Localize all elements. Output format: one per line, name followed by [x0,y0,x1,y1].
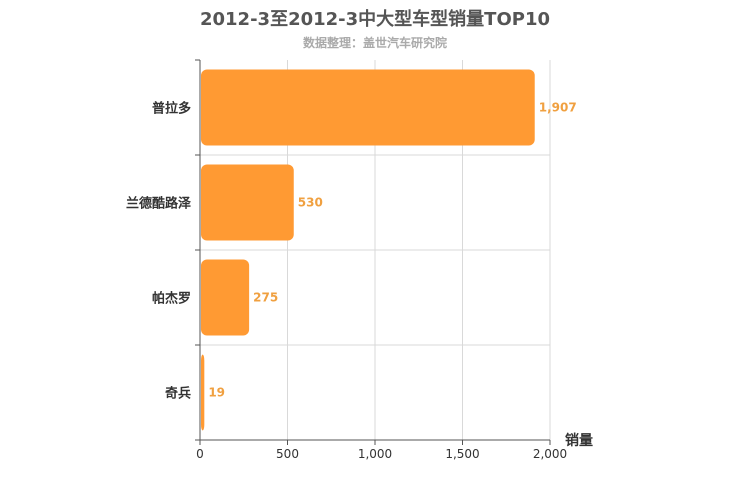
category-label: 帕杰罗 [152,291,191,307]
labels: 1,907 普拉多 530 兰德酷路泽 275 帕杰罗 19 奇兵 [126,101,577,402]
x-tick-label: 0 [196,447,204,461]
data-label: 530 [298,196,323,210]
data-label: 19 [208,386,225,400]
x-tick-label: 500 [276,447,299,461]
data-label: 1,907 [539,101,577,115]
category-label: 奇兵 [165,386,191,402]
chart-title: 2012-3至2012-3中大型车型销量TOP10 [199,9,550,30]
category-label: 兰德酷路泽 [126,196,192,212]
x-tick-label: 1,500 [445,447,479,461]
bar-2 [201,164,294,241]
x-axis-label: 销量 [565,432,593,449]
category-label: 普拉多 [152,101,191,117]
bar-1 [201,69,535,146]
bar-4 [201,354,205,431]
chart-subtitle: 数据整理：盖世汽车研究院 [302,36,447,50]
x-tick-label: 2,000 [533,447,567,461]
x-tick-label: 1,000 [358,447,392,461]
bars [201,69,535,431]
data-label: 275 [253,291,278,305]
bar-3 [201,259,250,336]
